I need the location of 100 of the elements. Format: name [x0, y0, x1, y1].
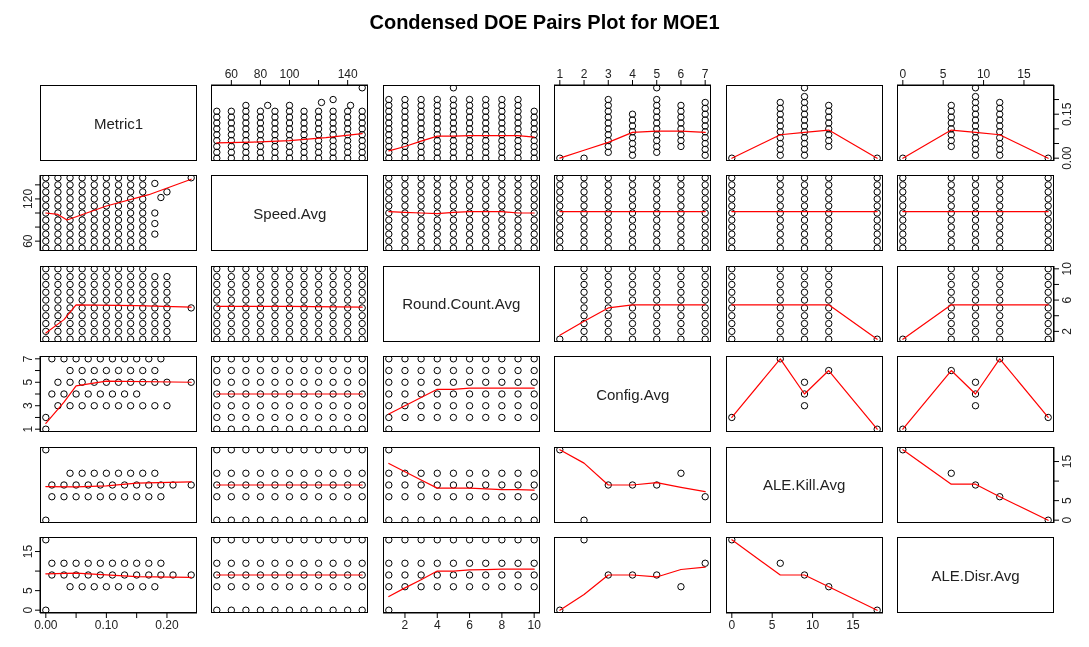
point: [776, 335, 784, 342]
point: [228, 469, 236, 477]
point: [580, 154, 588, 161]
point: [1044, 223, 1052, 232]
point: [899, 237, 907, 246]
point: [824, 304, 833, 312]
point: [971, 288, 980, 296]
point: [530, 559, 538, 567]
point: [776, 319, 784, 328]
point: [947, 142, 955, 151]
point: [727, 216, 736, 225]
point: [899, 216, 907, 225]
x-tick-label: 140: [338, 67, 359, 81]
point: [604, 148, 613, 157]
point: [996, 122, 1004, 130]
point: [1044, 175, 1052, 182]
point: [417, 537, 425, 544]
point: [996, 304, 1004, 312]
point: [947, 175, 955, 182]
point: [653, 113, 661, 121]
point: [60, 559, 68, 567]
point: [701, 104, 710, 113]
point: [96, 492, 105, 501]
point: [497, 516, 506, 523]
point: [604, 480, 613, 489]
point: [344, 537, 352, 544]
point: [139, 402, 147, 410]
point: [653, 95, 661, 104]
point: [465, 469, 474, 477]
point: [947, 469, 955, 477]
point: [449, 559, 457, 567]
point: [996, 145, 1004, 154]
point: [996, 272, 1004, 281]
point: [727, 304, 736, 312]
point: [727, 230, 736, 239]
point: [971, 296, 980, 304]
point: [628, 151, 637, 159]
point: [824, 216, 833, 225]
point: [315, 571, 323, 579]
text: Speed.Avg: [211, 175, 369, 252]
point: [727, 175, 736, 182]
point: [271, 583, 280, 591]
point: [514, 559, 522, 567]
point: [776, 145, 784, 154]
point: [947, 195, 955, 204]
point: [653, 131, 661, 139]
point: [358, 559, 367, 567]
point: [996, 110, 1004, 118]
point: [401, 469, 409, 477]
point: [139, 469, 147, 477]
point: [701, 110, 710, 118]
point: [873, 175, 881, 182]
point: [776, 280, 784, 288]
point: [947, 319, 955, 328]
point: [42, 606, 50, 613]
text: ALE.Disr.Avg: [897, 537, 1054, 613]
point: [481, 571, 490, 579]
point: [96, 356, 105, 363]
point: [824, 125, 833, 133]
point: [213, 480, 221, 489]
point: [653, 101, 661, 110]
point: [996, 133, 1004, 142]
point: [996, 230, 1004, 239]
point: [66, 402, 74, 410]
point: [1044, 181, 1052, 189]
point: [800, 230, 808, 239]
point: [727, 195, 736, 204]
point: [899, 181, 907, 189]
point: [42, 537, 50, 544]
point: [126, 367, 135, 375]
point: [242, 516, 250, 523]
point: [271, 492, 280, 501]
point: [169, 480, 177, 489]
y-tick-label: 2: [1060, 327, 1074, 335]
point: [996, 139, 1004, 148]
point: [899, 230, 907, 239]
point: [300, 492, 309, 501]
point: [800, 116, 808, 124]
point: [151, 469, 159, 477]
point: [401, 492, 409, 501]
point: [84, 480, 92, 489]
point: [727, 327, 736, 335]
point: [257, 559, 265, 567]
point: [727, 237, 736, 246]
point: [800, 237, 808, 246]
point: [481, 480, 490, 489]
point: [824, 223, 833, 232]
point: [996, 237, 1004, 246]
point: [271, 480, 280, 489]
point: [776, 288, 784, 296]
point: [727, 188, 736, 196]
point: [157, 571, 165, 579]
point: [102, 367, 111, 375]
point: [1044, 216, 1052, 225]
point: [315, 480, 323, 489]
point: [151, 367, 159, 375]
point: [628, 133, 637, 142]
point: [271, 516, 280, 523]
point: [947, 223, 955, 232]
point: [114, 402, 123, 410]
